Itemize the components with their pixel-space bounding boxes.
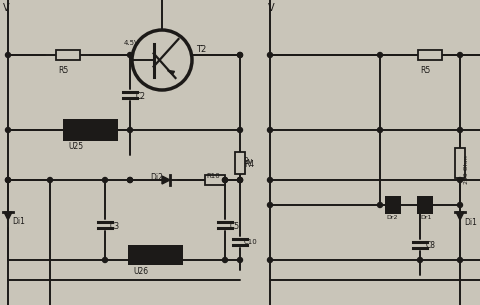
Bar xyxy=(205,175,225,185)
Circle shape xyxy=(5,178,11,182)
Circle shape xyxy=(267,127,273,132)
Text: 200 Ohm: 200 Ohm xyxy=(464,155,469,184)
Bar xyxy=(56,50,80,60)
Bar xyxy=(418,50,442,60)
Text: 9v: 9v xyxy=(243,157,252,166)
Text: V: V xyxy=(268,3,275,13)
Circle shape xyxy=(48,178,52,182)
Circle shape xyxy=(457,127,463,132)
Circle shape xyxy=(377,52,383,58)
Circle shape xyxy=(238,52,242,58)
Circle shape xyxy=(457,178,463,182)
Circle shape xyxy=(128,52,132,58)
Text: V: V xyxy=(3,3,10,13)
Bar xyxy=(62,119,118,141)
Polygon shape xyxy=(4,212,12,220)
Circle shape xyxy=(457,52,463,58)
Text: U25: U25 xyxy=(68,142,83,151)
Circle shape xyxy=(377,203,383,207)
Circle shape xyxy=(103,257,108,263)
Bar xyxy=(417,196,433,214)
Text: C2: C2 xyxy=(136,92,146,101)
Text: Di2: Di2 xyxy=(150,173,163,182)
Text: Dr1: Dr1 xyxy=(420,215,432,220)
Text: U26: U26 xyxy=(133,267,148,276)
Circle shape xyxy=(267,257,273,263)
Text: Dr2: Dr2 xyxy=(386,215,397,220)
Bar xyxy=(235,152,245,174)
Circle shape xyxy=(457,203,463,207)
Polygon shape xyxy=(456,212,464,220)
Circle shape xyxy=(128,127,132,132)
Circle shape xyxy=(223,257,228,263)
Circle shape xyxy=(267,178,273,182)
Circle shape xyxy=(238,178,242,182)
Circle shape xyxy=(238,178,242,182)
Text: T2: T2 xyxy=(196,45,206,54)
Circle shape xyxy=(238,257,242,263)
Polygon shape xyxy=(168,70,175,74)
Circle shape xyxy=(128,178,132,182)
Text: R4: R4 xyxy=(244,160,254,169)
Circle shape xyxy=(5,178,11,182)
Text: C10: C10 xyxy=(244,239,258,245)
Text: 4.5V: 4.5V xyxy=(124,40,140,46)
Circle shape xyxy=(223,178,228,182)
Circle shape xyxy=(267,203,273,207)
Text: C5: C5 xyxy=(230,222,240,231)
Circle shape xyxy=(5,52,11,58)
Circle shape xyxy=(5,127,11,132)
Text: C8: C8 xyxy=(426,241,436,250)
Bar xyxy=(385,196,401,214)
Circle shape xyxy=(238,127,242,132)
Circle shape xyxy=(418,257,422,263)
Circle shape xyxy=(238,52,242,58)
Circle shape xyxy=(267,52,273,58)
Text: R5: R5 xyxy=(58,66,68,75)
Text: C3: C3 xyxy=(110,222,120,231)
Bar xyxy=(455,148,465,178)
Text: R10: R10 xyxy=(206,173,220,179)
Text: Di1: Di1 xyxy=(12,217,25,226)
Circle shape xyxy=(128,178,132,182)
Text: Di1: Di1 xyxy=(464,218,477,227)
Circle shape xyxy=(418,203,422,207)
Circle shape xyxy=(132,30,192,90)
Circle shape xyxy=(103,178,108,182)
Bar xyxy=(128,245,182,265)
Circle shape xyxy=(457,257,463,263)
Circle shape xyxy=(223,178,228,182)
Circle shape xyxy=(238,178,242,182)
Text: R5: R5 xyxy=(420,66,430,75)
Circle shape xyxy=(377,127,383,132)
Polygon shape xyxy=(162,176,170,184)
